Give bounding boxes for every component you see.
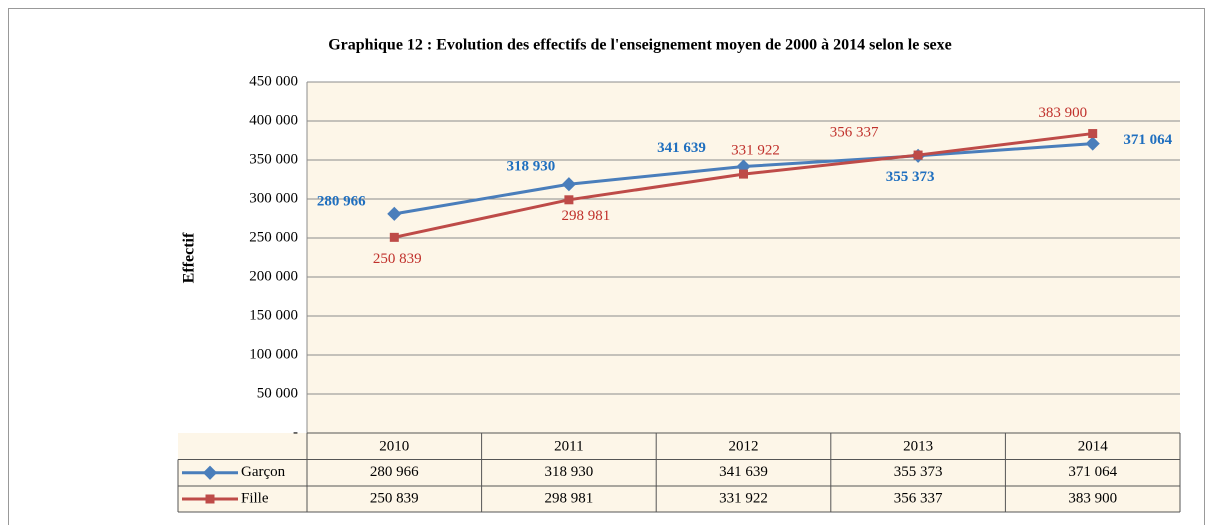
- table-value: 331 922: [719, 490, 768, 506]
- legend-label: Fille: [241, 490, 269, 506]
- table-area: [178, 433, 1180, 512]
- data-label: 371 064: [1123, 132, 1172, 148]
- x-tick-label: 2010: [379, 438, 409, 454]
- table-value: 383 900: [1068, 490, 1117, 506]
- legend-label: Garçon: [241, 464, 286, 480]
- marker: [387, 206, 402, 221]
- x-tick-label: 2012: [729, 438, 759, 454]
- x-tick-label: 2014: [1078, 438, 1109, 454]
- data-label: 383 900: [1038, 105, 1087, 121]
- table-value: 356 337: [894, 490, 943, 506]
- marker: [739, 169, 748, 179]
- y-tick-label: 250 000: [249, 229, 298, 245]
- table-value: 250 839: [370, 490, 419, 506]
- marker: [389, 232, 399, 242]
- table-value: 341 639: [719, 464, 768, 480]
- data-label: 298 981: [562, 208, 611, 224]
- table-value: 280 966: [370, 464, 419, 480]
- y-tick-label: 100 000: [249, 346, 298, 362]
- table-value: 355 373: [894, 464, 943, 480]
- y-tick-label: 400 000: [249, 112, 298, 128]
- marker: [564, 195, 574, 205]
- table-value: 298 981: [545, 490, 594, 506]
- x-tick-label: 2011: [554, 438, 583, 454]
- x-tick-label: 2013: [903, 438, 933, 454]
- y-tick-label: 150 000: [249, 307, 298, 323]
- y-axis-label: Effectif: [181, 232, 198, 283]
- marker: [1085, 136, 1100, 151]
- y-tick-label: 200 000: [249, 268, 298, 284]
- legend-marker: [205, 494, 215, 504]
- data-label: 341 639: [657, 140, 706, 156]
- y-tick-label: 350 000: [249, 151, 298, 167]
- y-tick-label: 300 000: [249, 190, 298, 206]
- marker: [561, 177, 576, 192]
- data-label: 331 922: [731, 143, 780, 159]
- plot-area: [307, 82, 1180, 433]
- legend-marker: [202, 465, 218, 480]
- marker: [913, 150, 923, 160]
- table-value: 371 064: [1068, 464, 1117, 480]
- chart-title: Graphique 12 : Evolution des effectifs d…: [328, 37, 952, 54]
- data-label: 250 839: [373, 251, 422, 267]
- data-label: 318 930: [507, 159, 556, 175]
- marker: [1088, 129, 1098, 139]
- data-label: 356 337: [830, 124, 879, 140]
- y-tick-label: -: [293, 424, 298, 440]
- y-tick-label: 50 000: [257, 385, 298, 401]
- data-label: 355 373: [886, 169, 935, 185]
- data-label: 280 966: [317, 193, 366, 209]
- table-value: 318 930: [545, 464, 594, 480]
- y-tick-label: 450 000: [249, 73, 298, 89]
